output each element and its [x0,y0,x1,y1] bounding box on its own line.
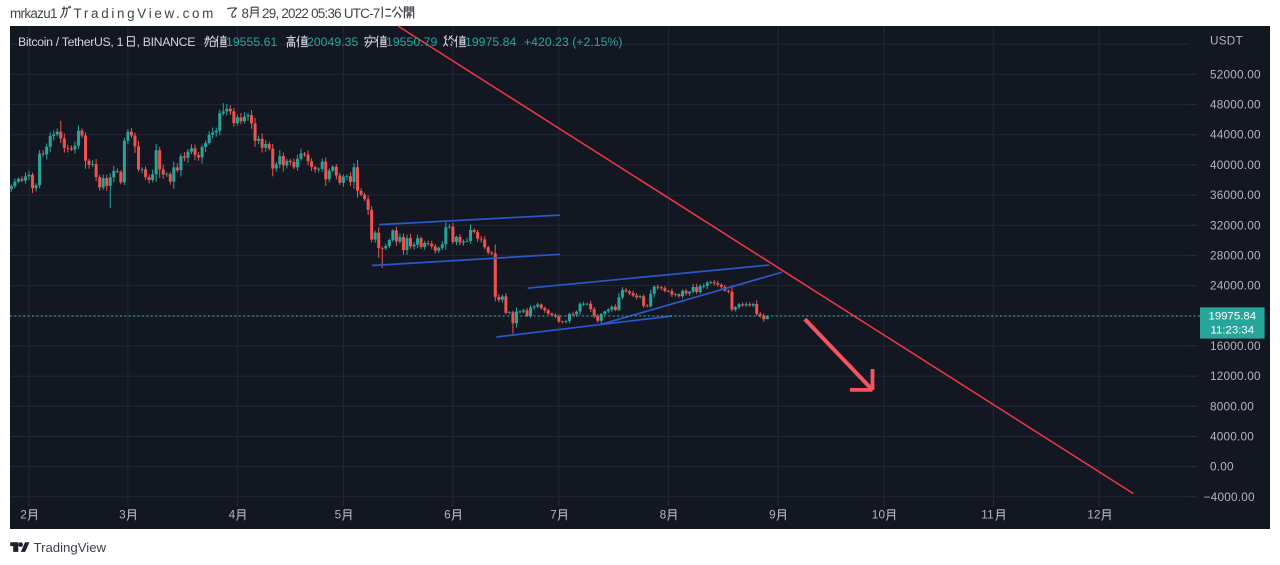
svg-text:7: 7 [550,508,557,522]
svg-text:11:23:34: 11:23:34 [1211,325,1255,337]
svg-text:24000.00: 24000.00 [1210,279,1261,293]
svg-text:52000.00: 52000.00 [1210,67,1261,81]
svg-text:19555.61: 19555.61 [226,35,277,49]
svg-text:19975.84: 19975.84 [1209,311,1257,323]
svg-text:, BINANCE: , BINANCE [137,35,196,49]
svg-text:TradingView: TradingView [34,540,107,555]
svg-text:8: 8 [242,6,249,21]
svg-text:8: 8 [660,508,667,522]
svg-text:4000.00: 4000.00 [1210,430,1254,444]
svg-text:5: 5 [335,508,342,522]
svg-text:8000.00: 8000.00 [1210,399,1254,413]
svg-text:11: 11 [981,508,994,522]
svg-text:16000.00: 16000.00 [1210,339,1261,353]
svg-text:2: 2 [20,508,27,522]
svg-text:32000.00: 32000.00 [1210,218,1261,232]
svg-text:3: 3 [119,508,126,522]
svg-text:36000.00: 36000.00 [1210,188,1261,202]
svg-text:44000.00: 44000.00 [1210,128,1261,142]
svg-text:48000.00: 48000.00 [1210,98,1261,112]
svg-text:USDT: USDT [1210,34,1243,48]
svg-text:28000.00: 28000.00 [1210,248,1261,262]
svg-text:6: 6 [444,508,451,522]
svg-text:−4000.00: −4000.00 [1204,490,1255,504]
svg-text:TradingView.com: TradingView.com [74,6,216,21]
svg-text:40000.00: 40000.00 [1210,158,1261,172]
svg-text:Bitcoin / TetherUS, 1: Bitcoin / TetherUS, 1 [18,35,124,49]
svg-text:mrkazu1: mrkazu1 [10,6,57,21]
svg-text:4: 4 [229,508,236,522]
svg-text:29, 2022 05:36 UTC-7: 29, 2022 05:36 UTC-7 [262,6,380,21]
svg-text:9: 9 [769,508,776,522]
svg-text:10: 10 [872,508,886,522]
svg-text:12000.00: 12000.00 [1210,369,1261,383]
svg-text:0.00: 0.00 [1210,460,1234,474]
svg-text:12: 12 [1087,508,1101,522]
svg-text:+420.23 (+2.15%): +420.23 (+2.15%) [524,35,622,49]
svg-text:19975.84: 19975.84 [465,35,516,49]
svg-text:20049.35: 20049.35 [307,35,358,49]
svg-text:19550.79: 19550.79 [386,35,437,49]
